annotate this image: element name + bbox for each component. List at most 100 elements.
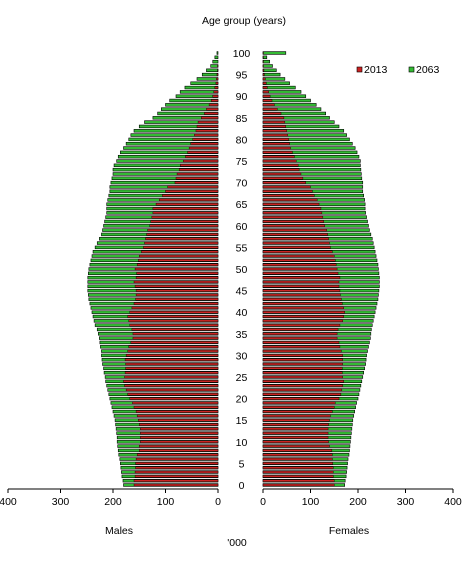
bar-male-2013-age-78 xyxy=(189,147,218,149)
bar-female-2063-age-94 xyxy=(263,78,285,81)
age-tick-label-45: 45 xyxy=(236,286,248,298)
legend-label-2013: 2013 xyxy=(364,64,388,76)
males-x-tick-label-200: 200 xyxy=(104,496,122,508)
bar-female-2013-age-23 xyxy=(263,385,343,387)
bar-male-2013-age-79 xyxy=(191,143,218,145)
bar-male-2013-age-68 xyxy=(166,190,219,192)
bar-female-2013-age-3 xyxy=(263,471,333,473)
age-tick-label-0: 0 xyxy=(239,480,245,492)
bar-male-2013-age-10 xyxy=(140,441,218,443)
males-x-tick-label-100: 100 xyxy=(157,496,175,508)
bar-male-2013-age-36 xyxy=(132,328,218,330)
bar-female-2013-age-32 xyxy=(263,346,340,348)
chart-title: Age group (years) xyxy=(202,15,286,27)
age-tick-label-80: 80 xyxy=(236,134,248,146)
bar-male-2013-age-56 xyxy=(145,242,219,244)
bar-male-2013-age-30 xyxy=(126,354,218,356)
bar-male-2013-age-27 xyxy=(126,367,218,369)
bar-male-2013-age-89 xyxy=(211,100,218,102)
bar-female-2013-age-13 xyxy=(263,428,328,430)
bar-female-2013-age-16 xyxy=(263,415,330,417)
bar-male-2013-age-97 xyxy=(217,65,218,67)
bar-male-2013-age-64 xyxy=(153,208,218,210)
bar-male-2013-age-24 xyxy=(124,380,219,382)
age-tick-label-40: 40 xyxy=(236,307,248,319)
bar-female-2013-age-56 xyxy=(263,242,330,244)
females-x-tick-label-200: 200 xyxy=(349,496,367,508)
bar-male-2013-age-9 xyxy=(139,445,218,447)
bar-male-2013-age-81 xyxy=(194,134,218,136)
bar-male-2013-age-43 xyxy=(136,298,218,300)
bar-female-2013-age-43 xyxy=(263,298,341,300)
bar-female-2013-age-60 xyxy=(263,225,325,227)
bar-male-2063-age-90 xyxy=(176,95,218,98)
bar-male-2013-age-13 xyxy=(140,428,218,430)
bar-male-2063-age-97 xyxy=(211,65,218,68)
bar-female-2013-age-85 xyxy=(263,117,284,119)
bar-female-2013-age-28 xyxy=(263,363,343,365)
bar-female-2013-age-42 xyxy=(263,303,342,305)
bar-female-2013-age-64 xyxy=(263,208,321,210)
bar-male-2013-age-92 xyxy=(215,87,218,89)
bar-female-2013-age-76 xyxy=(263,156,294,158)
bar-male-2013-age-37 xyxy=(130,324,218,326)
bar-female-2013-age-21 xyxy=(263,393,341,395)
bar-female-2013-age-69 xyxy=(263,186,311,188)
age-tick-label-30: 30 xyxy=(236,350,248,362)
bar-male-2063-age-100 xyxy=(217,52,218,55)
legend-swatch-2063 xyxy=(409,67,414,72)
bar-male-2013-age-62 xyxy=(152,216,218,218)
bar-female-2013-age-94 xyxy=(263,78,265,80)
bar-female-2013-age-80 xyxy=(263,138,289,140)
bar-female-2013-age-39 xyxy=(263,316,344,318)
bar-female-2013-age-67 xyxy=(263,195,314,197)
bar-female-2063-age-100 xyxy=(263,52,286,55)
females-x-tick-label-400: 400 xyxy=(444,496,462,508)
bar-male-2013-age-1 xyxy=(134,480,218,482)
bar-male-2013-age-94 xyxy=(216,78,218,80)
age-tick-label-85: 85 xyxy=(236,113,248,125)
bar-male-2013-age-83 xyxy=(197,125,218,127)
bar-female-2013-age-68 xyxy=(263,190,312,192)
age-tick-label-100: 100 xyxy=(233,48,251,60)
bar-male-2063-age-92 xyxy=(185,86,218,89)
bar-female-2013-age-50 xyxy=(263,268,337,270)
bar-male-2063-age-93 xyxy=(191,82,218,85)
males-x-tick-label-400: 400 xyxy=(0,496,17,508)
bar-male-2013-age-95 xyxy=(217,74,218,76)
bar-female-2013-age-36 xyxy=(263,328,338,330)
bar-male-2013-age-3 xyxy=(135,471,218,473)
bar-female-2013-age-41 xyxy=(263,307,344,309)
bar-female-2013-age-17 xyxy=(263,411,332,413)
bar-female-2013-age-73 xyxy=(263,169,299,171)
age-tick-label-20: 20 xyxy=(236,394,248,406)
bar-male-2013-age-80 xyxy=(193,138,218,140)
bar-male-2013-age-41 xyxy=(132,307,218,309)
bar-male-2013-age-2 xyxy=(135,475,218,477)
bar-male-2013-age-60 xyxy=(150,225,218,227)
males-x-tick-label-300: 300 xyxy=(52,496,70,508)
age-tick-label-70: 70 xyxy=(236,178,248,190)
bar-female-2063-age-95 xyxy=(263,73,280,76)
legend-swatch-2013 xyxy=(357,67,362,72)
bar-female-2013-age-8 xyxy=(263,449,332,451)
bar-male-2013-age-85 xyxy=(201,117,218,119)
bar-male-2013-age-51 xyxy=(137,264,218,266)
bar-female-2013-age-72 xyxy=(263,173,301,175)
bars-layer xyxy=(88,52,380,487)
bar-female-2013-age-88 xyxy=(263,104,274,106)
bar-female-2013-age-95 xyxy=(263,74,264,76)
bar-female-2013-age-6 xyxy=(263,458,332,460)
bar-female-2013-age-26 xyxy=(263,372,342,374)
bar-male-2013-age-82 xyxy=(196,130,218,132)
bar-male-2013-age-20 xyxy=(130,398,218,400)
bar-female-2013-age-10 xyxy=(263,441,329,443)
bar-female-2013-age-44 xyxy=(263,294,340,296)
bar-male-2013-age-6 xyxy=(136,458,218,460)
bar-female-2063-age-92 xyxy=(263,86,295,89)
bar-female-2013-age-38 xyxy=(263,320,343,322)
bar-male-2013-age-84 xyxy=(198,121,218,123)
bar-female-2013-age-90 xyxy=(263,95,270,97)
bar-male-2013-age-96 xyxy=(217,69,218,71)
bar-female-2013-age-33 xyxy=(263,341,339,343)
